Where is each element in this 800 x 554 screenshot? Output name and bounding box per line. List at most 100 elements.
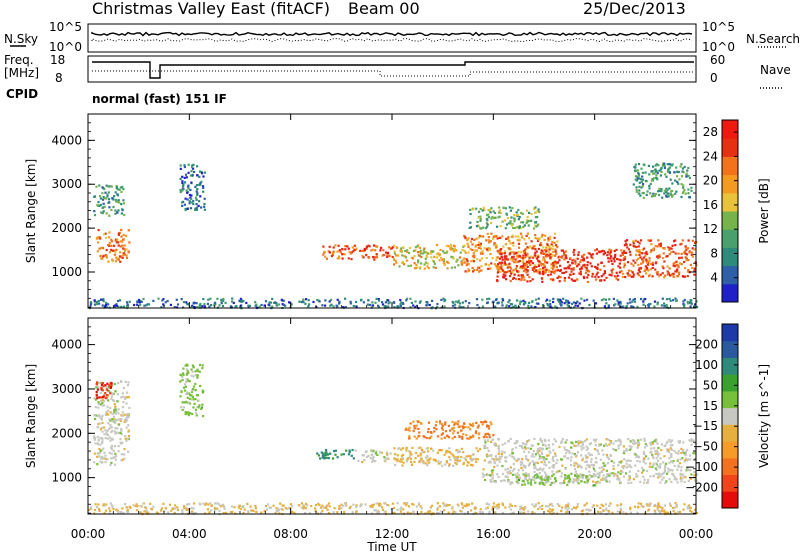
scatter-cell-0 xyxy=(117,232,120,235)
scatter-cell-10 xyxy=(271,305,274,308)
scatter-cell-10 xyxy=(290,303,293,306)
scatter-cell-6 xyxy=(483,439,486,442)
scatter-cell-0 xyxy=(107,260,110,263)
scatter-cell-9 xyxy=(336,511,339,514)
scatter-cell-10 xyxy=(329,304,332,307)
scatter-cell-9 xyxy=(654,192,658,196)
scatter-cell-5 xyxy=(465,258,468,261)
x-tick-label: 08:00 xyxy=(273,527,308,541)
scatter-cell-2 xyxy=(182,406,186,409)
scatter-cell-6 xyxy=(584,266,587,269)
scatter-cell-2 xyxy=(200,180,203,183)
scatter-cell-3 xyxy=(365,253,368,257)
scatter-cell-0 xyxy=(99,449,102,452)
scatter-cell-1 xyxy=(120,203,123,206)
freq-panel: Freq. [MHz] 18 8 60 0 Nave CPID normal (… xyxy=(4,53,791,106)
scatter-cell-0 xyxy=(101,399,104,402)
scatter-cell-8 xyxy=(428,436,431,439)
scatter-cell-6 xyxy=(487,449,490,452)
scatter-cell-6 xyxy=(525,457,528,460)
scatter-cell-2 xyxy=(194,398,197,401)
scatter-cell-6 xyxy=(537,255,540,259)
scatter-cell-10 xyxy=(138,301,141,304)
scatter-cell-4 xyxy=(401,261,404,264)
scatter-cell-9 xyxy=(391,502,395,505)
freq-label-1: Freq. xyxy=(4,53,34,67)
scatter-cell-6 xyxy=(669,444,672,447)
scatter-cell-8 xyxy=(526,219,529,222)
scatter-cell-9 xyxy=(607,510,610,513)
scatter-cell-6 xyxy=(493,442,496,445)
scatter-cell-9 xyxy=(174,504,177,507)
scatter-cell-7 xyxy=(643,269,646,272)
scatter-cell-6 xyxy=(563,479,566,482)
scatter-cell-6 xyxy=(535,265,538,268)
scatter-cell-1 xyxy=(100,396,103,399)
scatter-cell-6 xyxy=(618,461,621,464)
scatter-cell-7 xyxy=(676,263,679,266)
scatter-cell-2 xyxy=(184,400,188,403)
scatter-cell-10 xyxy=(661,297,664,300)
scatter-cell-6 xyxy=(563,476,567,479)
scatter-cell-6 xyxy=(690,440,693,443)
scatter-cell-1 xyxy=(95,390,98,394)
scatter-cell-6 xyxy=(636,459,639,463)
scatter-cell-6 xyxy=(664,481,667,485)
scatter-cell-6 xyxy=(633,442,636,446)
scatter-cell-10 xyxy=(558,298,561,301)
scatter-cell-10 xyxy=(393,306,396,309)
scatter-cell-9 xyxy=(682,508,685,511)
scatter-cell-10 xyxy=(669,299,672,302)
scatter-cell-7 xyxy=(651,263,654,266)
scatter-cell-5 xyxy=(472,458,475,461)
scatter-cell-3 xyxy=(352,250,355,253)
scatter-cell-3 xyxy=(349,252,352,255)
scatter-cell-9 xyxy=(448,504,451,507)
scatter-cell-3 xyxy=(372,256,375,259)
scatter-cell-10 xyxy=(367,299,370,302)
scatter-cell-6 xyxy=(677,440,680,443)
scatter-cell-7 xyxy=(536,475,540,478)
scatter-cell-0 xyxy=(108,427,111,430)
scatter-cell-10 xyxy=(199,302,202,306)
scatter-cell-7 xyxy=(641,248,644,251)
scatter-cell-6 xyxy=(491,474,494,477)
scatter-cell-8 xyxy=(441,432,444,435)
colorbar-tick-label: 4 xyxy=(710,271,718,285)
scatter-cell-6 xyxy=(534,251,537,254)
scatter-cell-5 xyxy=(466,239,469,242)
scatter-cell-6 xyxy=(579,260,582,263)
colorbar-tick-label: 24 xyxy=(703,149,718,163)
scatter-cell-9 xyxy=(411,502,414,506)
scatter-cell-9 xyxy=(371,504,374,507)
scatter-cell-9 xyxy=(452,510,455,513)
scatter-cell-10 xyxy=(461,301,464,304)
scatter-cell-6 xyxy=(571,452,574,455)
scatter-cell-5 xyxy=(471,248,474,252)
scatter-cell-6 xyxy=(628,474,631,478)
scatter-cell-0 xyxy=(95,237,98,240)
scatter-cell-7 xyxy=(550,481,553,484)
scatter-cell-6 xyxy=(484,441,487,444)
scatter-cell-10 xyxy=(578,302,581,305)
scatter-cell-10 xyxy=(545,298,549,301)
scatter-cell-6 xyxy=(585,467,588,470)
scatter-cell-6 xyxy=(537,247,540,251)
scatter-cell-9 xyxy=(260,511,263,514)
scatter-cell-5 xyxy=(527,237,531,240)
scatter-cell-6 xyxy=(650,450,653,453)
scatter-cell-9 xyxy=(641,178,644,181)
scatter-cell-5 xyxy=(439,461,442,464)
scatter-cell-7 xyxy=(515,480,518,483)
scatter-cell-9 xyxy=(663,504,666,507)
scatter-cell-7 xyxy=(551,474,554,478)
scatter-cell-9 xyxy=(192,511,195,515)
scatter-cell-5 xyxy=(471,266,474,270)
scatter-cell-9 xyxy=(537,502,540,505)
scatter-cell-10 xyxy=(414,306,417,309)
scatter-cell-6 xyxy=(668,457,671,460)
scatter-cell-7 xyxy=(564,473,567,477)
scatter-cell-10 xyxy=(560,304,563,307)
scatter-cell-6 xyxy=(596,482,599,485)
scatter-cell-3 xyxy=(332,250,335,253)
